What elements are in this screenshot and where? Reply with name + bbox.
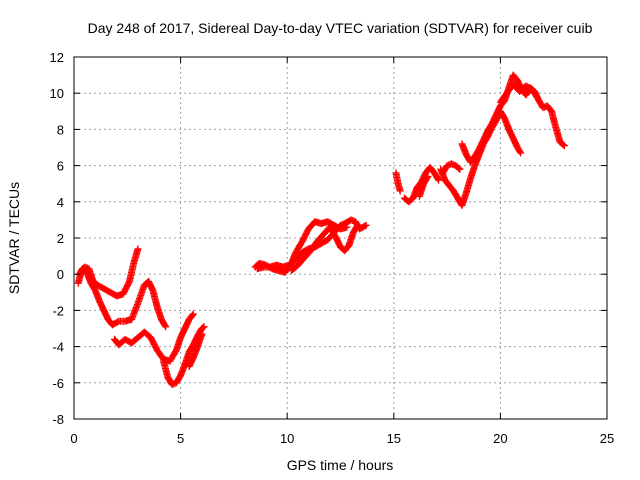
x-tick-label: 15: [387, 431, 401, 446]
data-point: [423, 174, 431, 182]
y-tick-label: 8: [57, 122, 64, 137]
data-point: [161, 321, 169, 329]
y-tick-label: 0: [57, 267, 64, 282]
data-point: [134, 245, 142, 253]
data-point: [532, 92, 540, 100]
data-point: [189, 311, 197, 319]
y-tick-label: 2: [57, 231, 64, 246]
data-point: [456, 165, 464, 173]
data-point: [162, 323, 170, 331]
data-point: [560, 142, 568, 150]
x-axis-ticks: 0 5 10 15 20 25: [70, 57, 614, 446]
y-tick-label: 10: [50, 86, 64, 101]
y-tick-label: 12: [50, 50, 64, 65]
data-point: [559, 141, 567, 149]
x-axis-title: GPS time / hours: [287, 457, 394, 473]
data-point: [434, 175, 442, 183]
data-point: [435, 176, 443, 184]
x-tick-label: 10: [280, 431, 294, 446]
data-points: [74, 71, 568, 389]
data-point: [362, 221, 370, 229]
data-point: [200, 323, 208, 331]
data-point: [354, 221, 362, 229]
y-tick-label: -4: [52, 340, 64, 355]
y-tick-label: 4: [57, 195, 64, 210]
data-point: [189, 310, 197, 318]
y-tick-label: -2: [52, 303, 64, 318]
data-point: [198, 330, 206, 338]
y-tick-label: -6: [52, 376, 64, 391]
y-axis-title: SDTVAR / TECUs: [6, 182, 22, 294]
y-axis-ticks: -8 -6 -4 -2 0 2 4 6 8 10 12: [50, 50, 607, 427]
grid: [74, 57, 607, 419]
y-tick-label: 6: [57, 159, 64, 174]
data-point: [516, 148, 524, 156]
data-point: [455, 164, 463, 172]
x-tick-label: 5: [177, 431, 184, 446]
data-point: [199, 324, 207, 332]
data-point: [353, 223, 361, 231]
x-tick-label: 0: [70, 431, 77, 446]
x-tick-label: 20: [493, 431, 507, 446]
y-tick-label: -8: [52, 412, 64, 427]
data-point: [533, 93, 541, 101]
data-point: [424, 172, 432, 180]
data-point: [396, 187, 404, 195]
chart-title: Day 248 of 2017, Sidereal Day-to-day VTE…: [88, 20, 593, 36]
x-tick-label: 25: [600, 431, 614, 446]
data-point: [517, 149, 525, 157]
data-point: [361, 222, 369, 230]
